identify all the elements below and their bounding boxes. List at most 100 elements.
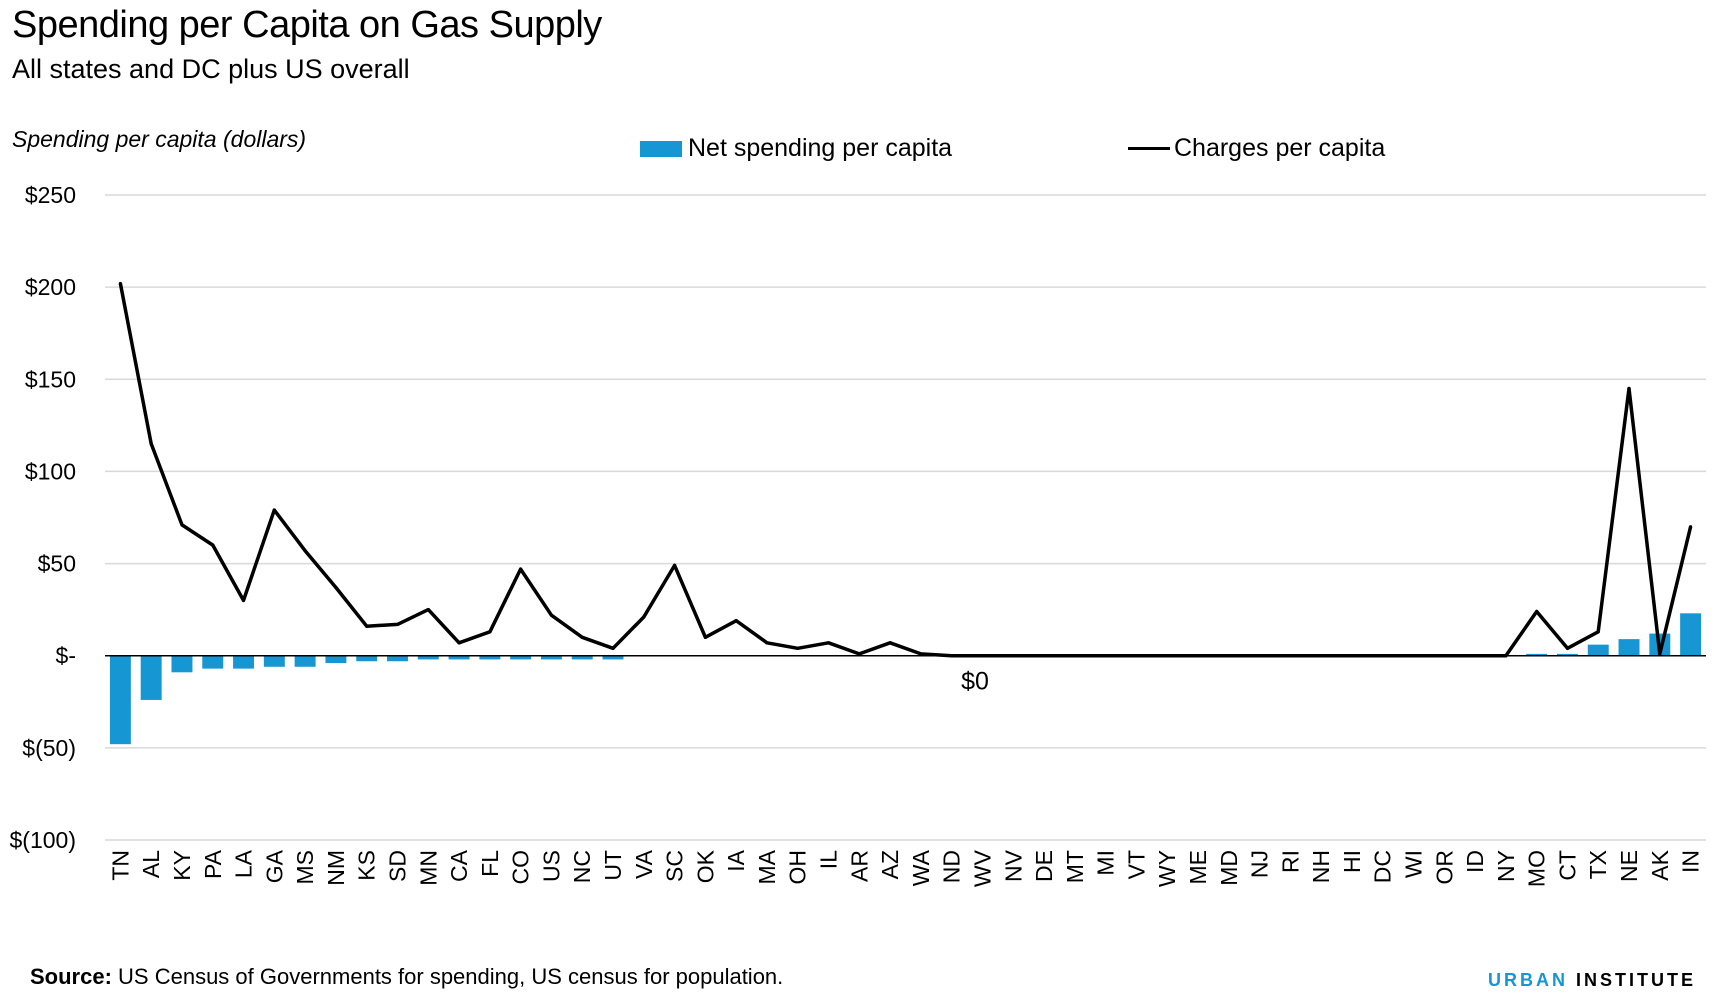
point-HI (1350, 654, 1354, 658)
point-OR (1442, 654, 1446, 658)
source-text: US Census of Governments for spending, U… (111, 964, 784, 989)
bar-MO (1526, 653, 1548, 656)
point-IN (1689, 525, 1693, 529)
bar-TX (1587, 644, 1609, 656)
brand-part2: INSTITUTE (1576, 970, 1696, 990)
chart-subtitle: All states and DC plus US overall (12, 54, 410, 84)
point-KY (180, 523, 184, 527)
point-MT (1073, 654, 1077, 658)
bar-CT (1556, 653, 1578, 656)
point-MN (426, 608, 430, 612)
point-NY (1504, 654, 1508, 658)
x-tick-label: KY (169, 850, 195, 881)
x-tick-label: CO (508, 850, 534, 885)
bar-NE (1618, 639, 1640, 656)
x-tick-label: US (538, 850, 564, 882)
bar-FL (479, 655, 501, 660)
point-CT (1565, 646, 1570, 650)
y-tick-label: $200 (25, 274, 76, 300)
x-tick-label: NM (323, 850, 349, 886)
point-MA (765, 641, 769, 645)
y-tick-label: $50 (38, 551, 76, 577)
point-KS (365, 624, 369, 628)
x-tick-label: CT (1554, 850, 1580, 881)
point-MI (1104, 654, 1108, 658)
legend-label-net-spending: Net spending per capita (688, 134, 953, 162)
chart-title: Spending per Capita on Gas Supply (12, 4, 602, 46)
point-IA (734, 619, 738, 623)
point-OK (703, 635, 707, 639)
chart-plot: $250 $200 $150 $100 $50 $- $(50) $(100) TN AL KY PA… (10, 182, 1706, 887)
x-tick-label: TX (1585, 850, 1611, 879)
x-tick-label: AL (138, 850, 164, 878)
x-tick-label: NV (1000, 849, 1026, 882)
x-tick-label: RI (1277, 850, 1303, 873)
source-note: Source: US Census of Governments for spe… (30, 964, 783, 990)
y-tick-label: $250 (25, 182, 76, 208)
point-SC (672, 563, 677, 568)
bar-PA (202, 655, 224, 669)
bar-CA (448, 655, 470, 660)
x-tick-label: MN (415, 850, 441, 886)
x-tick-label: IA (723, 849, 749, 871)
point-FL (488, 630, 492, 634)
point-WV (980, 654, 985, 658)
brand-part1: URBAN (1487, 970, 1568, 990)
x-tick-label: WY (1154, 850, 1180, 887)
x-tick-label: DE (1031, 850, 1057, 882)
point-NJ (1257, 654, 1262, 658)
point-MD (1227, 654, 1231, 658)
zero-annotation: $0 (961, 668, 989, 696)
point-MO (1535, 609, 1539, 614)
x-tick-label: VT (1123, 850, 1149, 879)
bar-NC (571, 655, 593, 660)
bar-KS (356, 655, 378, 662)
point-AK (1658, 652, 1662, 656)
point-NH (1319, 654, 1323, 658)
series-line-charges (118, 283, 1693, 658)
point-CA (457, 641, 461, 645)
x-tick-label: AZ (877, 850, 903, 879)
x-tick-label: LA (231, 849, 257, 878)
point-VA (642, 615, 646, 619)
point-VT (1134, 654, 1139, 658)
x-tick-label: GA (261, 849, 287, 883)
point-US (549, 613, 554, 617)
x-tick-label: VA (631, 849, 657, 879)
bar-TN (109, 655, 131, 745)
x-tick-label: NE (1616, 850, 1642, 882)
point-WY (1165, 654, 1169, 658)
x-tick-label: AR (846, 850, 872, 882)
point-WI (1411, 654, 1416, 658)
bar-CO (510, 655, 532, 660)
x-tick-label: OR (1431, 850, 1457, 885)
point-SD (395, 622, 400, 626)
point-LA (241, 598, 246, 603)
legend-label-charges: Charges per capita (1174, 134, 1386, 162)
x-tick-label: MD (1216, 850, 1242, 886)
x-tick-label: MT (1062, 850, 1088, 883)
y-axis-label: Spending per capita (dollars) (12, 126, 307, 152)
x-tick-label: OH (785, 850, 811, 885)
x-tick-label: CA (446, 849, 472, 882)
bar-US (540, 655, 562, 660)
x-tick-label: TN (107, 850, 133, 881)
x-tick-label: PA (200, 849, 226, 879)
x-tick-label: NH (1308, 850, 1334, 883)
x-tick-label: HI (1339, 850, 1365, 873)
point-ID (1473, 654, 1477, 658)
x-tick-label: UT (600, 850, 626, 881)
bar-NM (325, 655, 347, 664)
brand-logo: URBAN INSTITUTE (1488, 970, 1696, 991)
point-CO (519, 567, 523, 571)
bar-SD (387, 655, 408, 662)
legend-swatch-bar (640, 140, 682, 157)
x-tick-label: FL (477, 850, 503, 877)
x-tick-label: OK (692, 849, 718, 883)
x-tick-label: WA (908, 849, 934, 886)
x-tick-label: DC (1370, 850, 1396, 883)
point-NV (1011, 654, 1015, 658)
x-tick-label: WI (1401, 850, 1427, 878)
x-tick-label: AK (1647, 849, 1673, 880)
point-MS (303, 549, 307, 553)
